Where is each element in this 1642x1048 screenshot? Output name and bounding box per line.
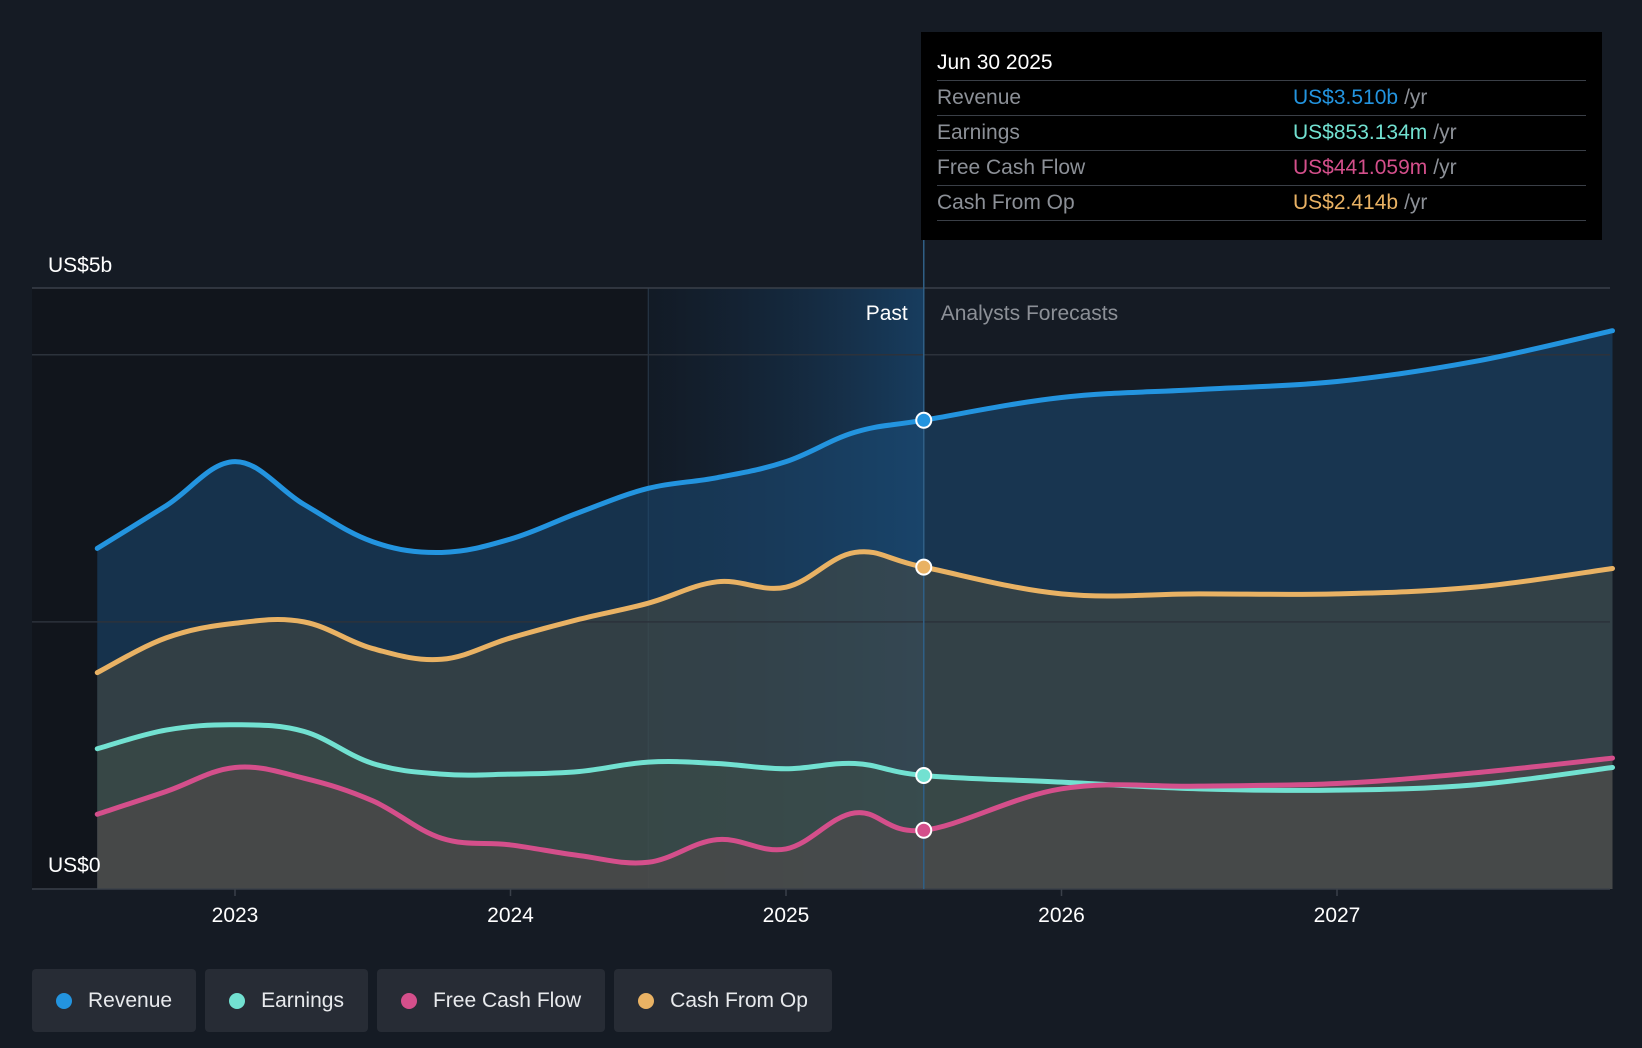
legend-label: Revenue [88,988,173,1012]
free-cash-flow-line [94,755,1615,866]
y-tick-label-bottom: US$0 [48,854,101,877]
tooltip-unit: /yr [1433,156,1457,179]
legend-item-free-cash-flow[interactable]: Free Cash Flow [376,969,606,1032]
legend: Revenue Earnings Free Cash Flow Cash Fro… [32,969,832,1032]
tooltip-value: US$3.510b [1293,86,1399,109]
tooltip-label: Earnings [937,121,1020,144]
tooltip-label: Revenue [937,86,1022,109]
legend-item-cash-from-op[interactable]: Cash From Op [614,969,832,1032]
earnings-line [94,722,1615,793]
cash-from-op-area [97,551,1613,889]
tooltip-row-earnings: Earnings US$853.134m /yr [937,116,1586,151]
tooltip-row-revenue: Revenue US$3.510b /yr [937,81,1586,116]
tooltip-value: US$441.059m [1293,156,1428,179]
cash-from-op-line [94,549,1615,676]
earnings-marker [915,766,933,784]
tooltip-row-free-cash-flow: Free Cash Flow US$441.059m /yr [937,151,1586,186]
x-tick-label: 2025 [763,904,810,927]
x-tick-label: 2023 [212,904,259,927]
tooltip-unit: /yr [1433,121,1457,144]
x-tick-label: 2027 [1314,904,1361,927]
revenue-line [94,328,1615,555]
legend-item-earnings[interactable]: Earnings [205,969,368,1032]
tooltip-row-cash-from-op: Cash From Op US$2.414b /yr [937,186,1586,221]
tooltip-value: US$2.414b [1293,191,1399,214]
tooltip-value: US$853.134m [1293,121,1428,144]
cash-from-op-marker [915,558,933,576]
legend-label: Free Cash Flow [432,988,582,1012]
tooltip: Jun 30 2025 Revenue US$3.510b /yr Earnin… [921,32,1602,240]
tooltip-label: Free Cash Flow [937,156,1086,179]
past-label: Past [866,302,908,325]
tooltip-unit: /yr [1404,86,1428,109]
free-cash-flow-marker [915,821,933,839]
legend-item-revenue[interactable]: Revenue [32,969,197,1032]
y-tick-label-top: US$5b [48,254,112,277]
x-tick-label: 2026 [1038,904,1085,927]
legend-dot-icon [56,992,72,1009]
tooltip-label: Cash From Op [937,191,1075,214]
legend-dot-icon [229,992,246,1009]
legend-label: Cash From Op [670,988,808,1012]
legend-label: Earnings [261,988,344,1012]
tooltip-unit: /yr [1404,191,1428,214]
revenue-marker [915,411,933,429]
legend-dot-icon [638,992,655,1009]
legend-dot-icon [400,992,417,1009]
tooltip-date: Jun 30 2025 [937,46,1586,81]
x-tick-label: 2024 [487,904,534,927]
forecast-label: Analysts Forecasts [941,302,1118,325]
